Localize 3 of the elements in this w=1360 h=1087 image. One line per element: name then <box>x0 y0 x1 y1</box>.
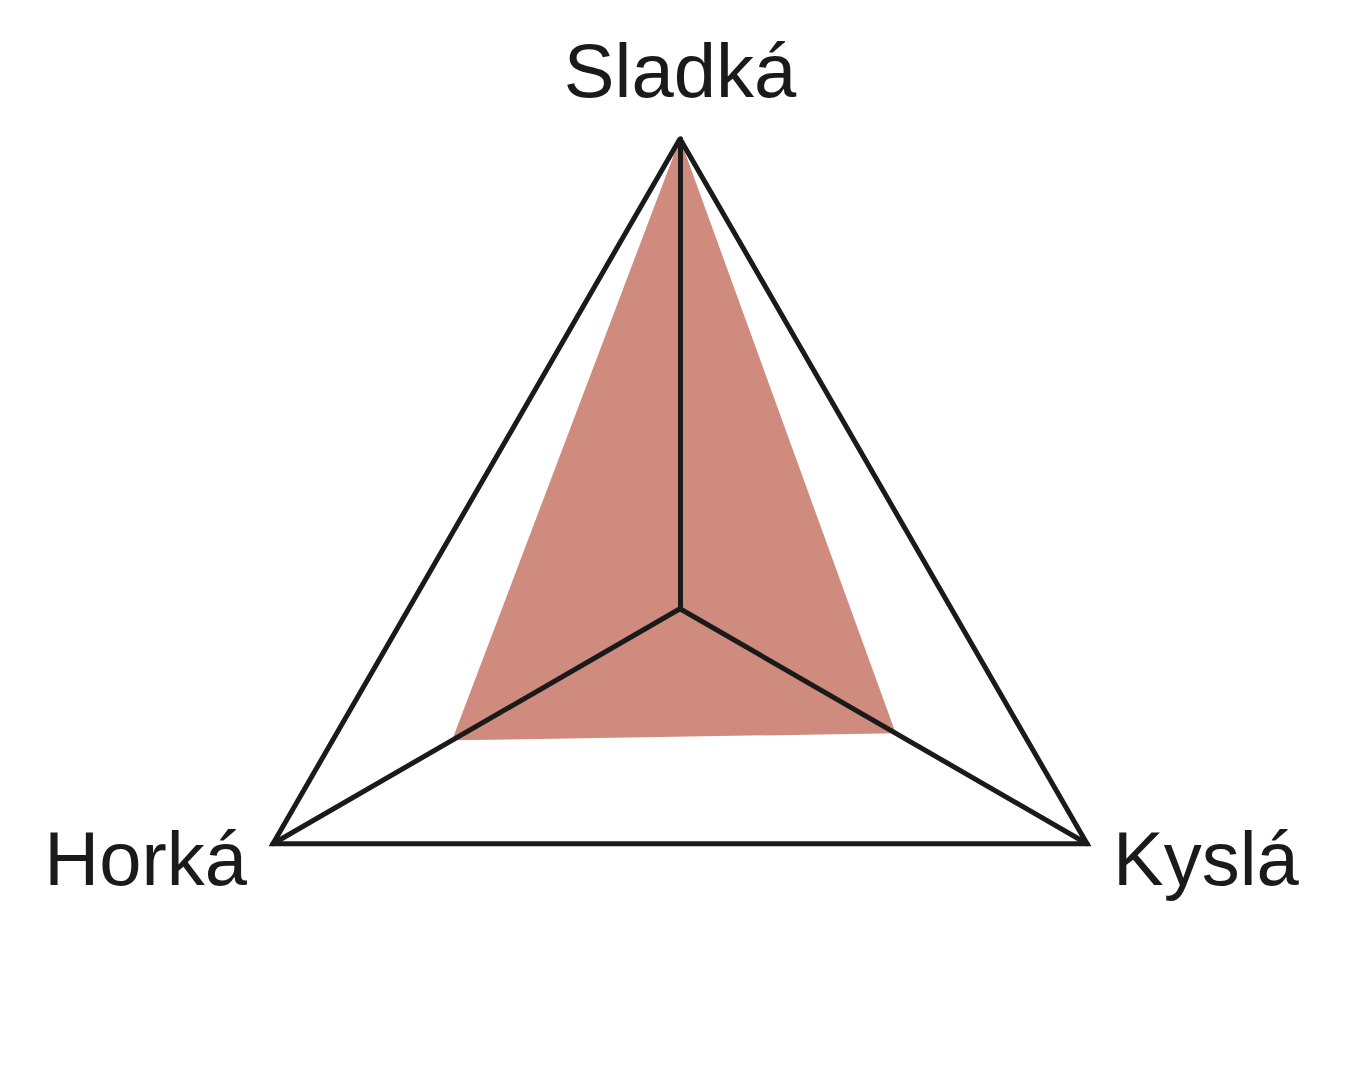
spoke-label: Horká <box>44 816 248 902</box>
spoke-label: Kyslá <box>1113 816 1300 902</box>
spoke-label: Sladká <box>563 28 797 114</box>
